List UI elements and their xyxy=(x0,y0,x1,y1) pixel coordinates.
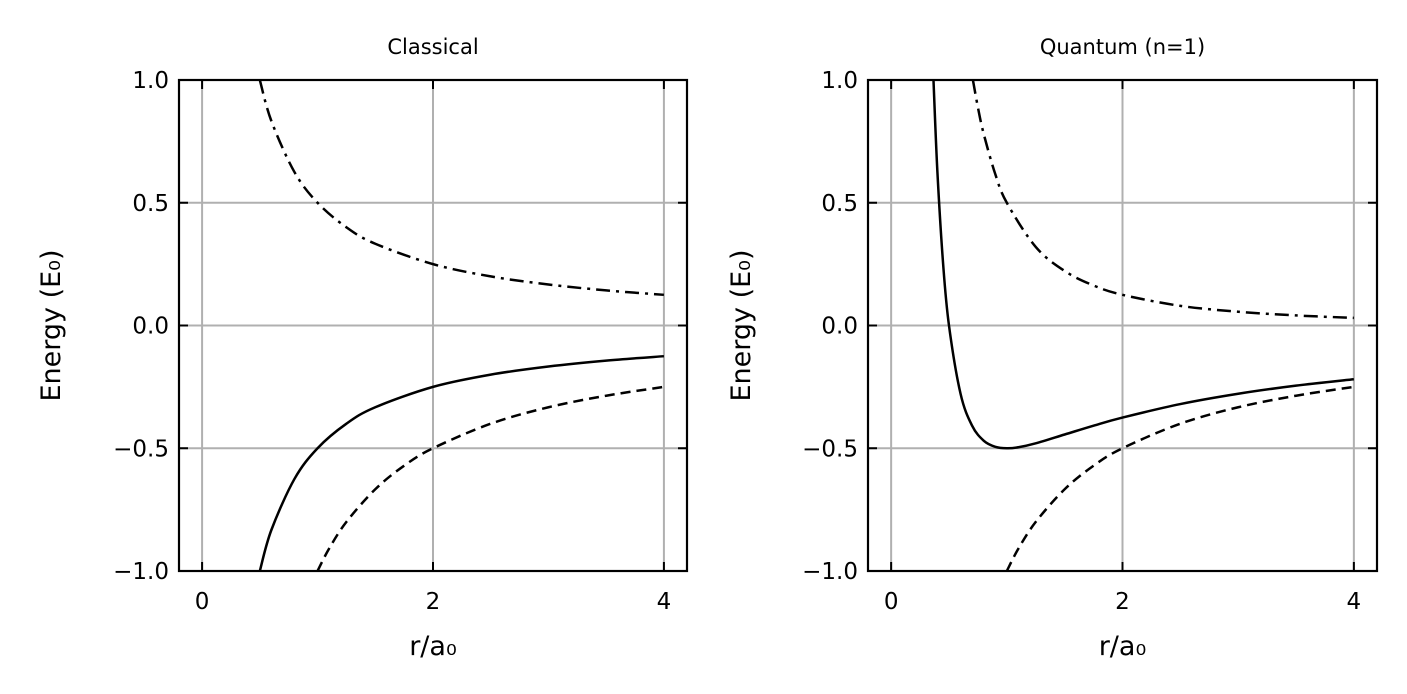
panel-classical: Classical 0 2 4 −1.0 −0.5 0.0 0.5 1.0 r/a₀ Ener… xyxy=(36,35,689,662)
series-line-solid xyxy=(258,354,665,571)
x-tick-label: 2 xyxy=(426,589,441,615)
panel-title: Classical xyxy=(387,35,478,59)
series-line-dashed xyxy=(1005,385,1355,571)
y-tick-label: −0.5 xyxy=(802,436,858,462)
y-tick-label: 1.0 xyxy=(821,68,858,94)
series-line-solid xyxy=(932,80,1354,450)
y-tick-label: 0.5 xyxy=(821,191,858,217)
y-tick-label: −0.5 xyxy=(113,436,169,462)
y-tick-label: 0.0 xyxy=(132,314,169,340)
x-axis-label: r/a₀ xyxy=(1099,631,1147,662)
x-tick-label: 0 xyxy=(195,589,210,615)
series-line-dashdot xyxy=(258,80,665,297)
x-tick-label: 4 xyxy=(1347,589,1362,615)
x-tick-label: 2 xyxy=(1115,589,1130,615)
panel-quantum: Quantum (n=1) 0 2 4−1.0−0.50.00.51.0 r/a₀ … xyxy=(726,35,1379,662)
y-axis-label: Energy (E₀) xyxy=(36,249,67,401)
panel-title: Quantum (n=1) xyxy=(1040,35,1205,59)
y-axis-label: Energy (E₀) xyxy=(726,249,757,401)
series-line-dashed xyxy=(316,385,665,571)
y-tick-label: −1.0 xyxy=(802,559,858,585)
x-tick-label: 4 xyxy=(657,589,672,615)
series-line-dashdot xyxy=(971,80,1354,320)
x-tick-label: 0 xyxy=(884,589,899,615)
y-tick-label: 0.0 xyxy=(821,314,858,340)
y-tick-label: 0.5 xyxy=(132,191,169,217)
y-tick-label: −1.0 xyxy=(113,559,169,585)
y-tick-label: 1.0 xyxy=(132,68,169,94)
x-axis-label: r/a₀ xyxy=(409,631,457,662)
